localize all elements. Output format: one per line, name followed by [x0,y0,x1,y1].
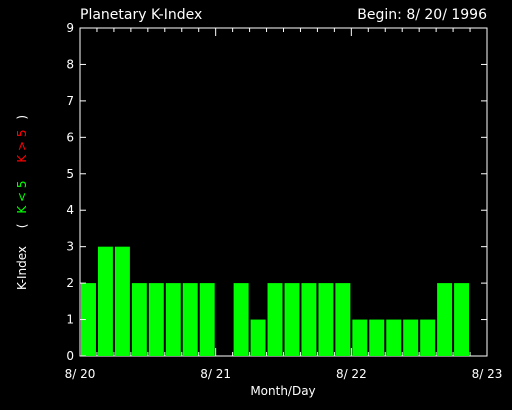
bar-11 [267,283,283,356]
y-axis-label-red: K > 5 [15,129,29,162]
x-tick-label-2: 8/ 22 [336,367,367,381]
bar-2 [114,246,130,356]
bar-5 [165,283,181,356]
y-axis-label-main: K-Index [15,246,29,290]
x-axis-label: Month/Day [250,384,315,398]
bar-12 [284,283,300,356]
chart-begin-date: Begin: 8/ 20/ 1996 [357,7,487,23]
bar-0 [81,283,96,356]
y-tick-label-6: 6 [66,130,74,144]
bar-14 [318,283,334,356]
y-tick-label-8: 8 [66,57,74,71]
bar-13 [301,283,317,356]
bar-6 [182,283,198,356]
y-tick-label-1: 1 [66,313,74,327]
y-tick-label-5: 5 [66,167,74,181]
y-tick-label-2: 2 [66,276,74,290]
bar-16 [352,319,368,356]
bar-21 [437,283,453,356]
y-axis-label-open: ( [15,224,29,229]
svg-text:K-Index ( K <: K-Index ( K < 5 K > 5 ) [15,115,29,290]
chart-title: Planetary K-Index [80,7,202,23]
bar-19 [403,319,419,356]
bar-18 [386,319,402,356]
bar-22 [454,283,470,356]
bar-1 [97,246,113,356]
y-tick-label-0: 0 [66,349,74,363]
bar-4 [148,283,164,356]
bar-20 [420,319,436,356]
x-tick-label-3: 8/ 23 [472,367,503,381]
y-tick-label-9: 9 [66,21,74,35]
y-tick-label-7: 7 [66,94,74,108]
bar-17 [369,319,385,356]
y-axis-label-close: ) [15,115,29,120]
x-tick-label-1: 8/ 21 [200,367,231,381]
x-tick-label-0: 8/ 20 [65,367,96,381]
y-axis-label: K-Index ( K < 5 K > 5 ) [15,115,29,290]
y-tick-label-4: 4 [66,203,74,217]
y-axis-label-green: K < 5 [15,180,29,213]
y-tick-label-3: 3 [66,240,74,254]
bar-9 [233,283,249,356]
bar-7 [199,283,215,356]
bar-3 [131,283,147,356]
bar-10 [250,319,266,356]
bar-15 [335,283,351,356]
